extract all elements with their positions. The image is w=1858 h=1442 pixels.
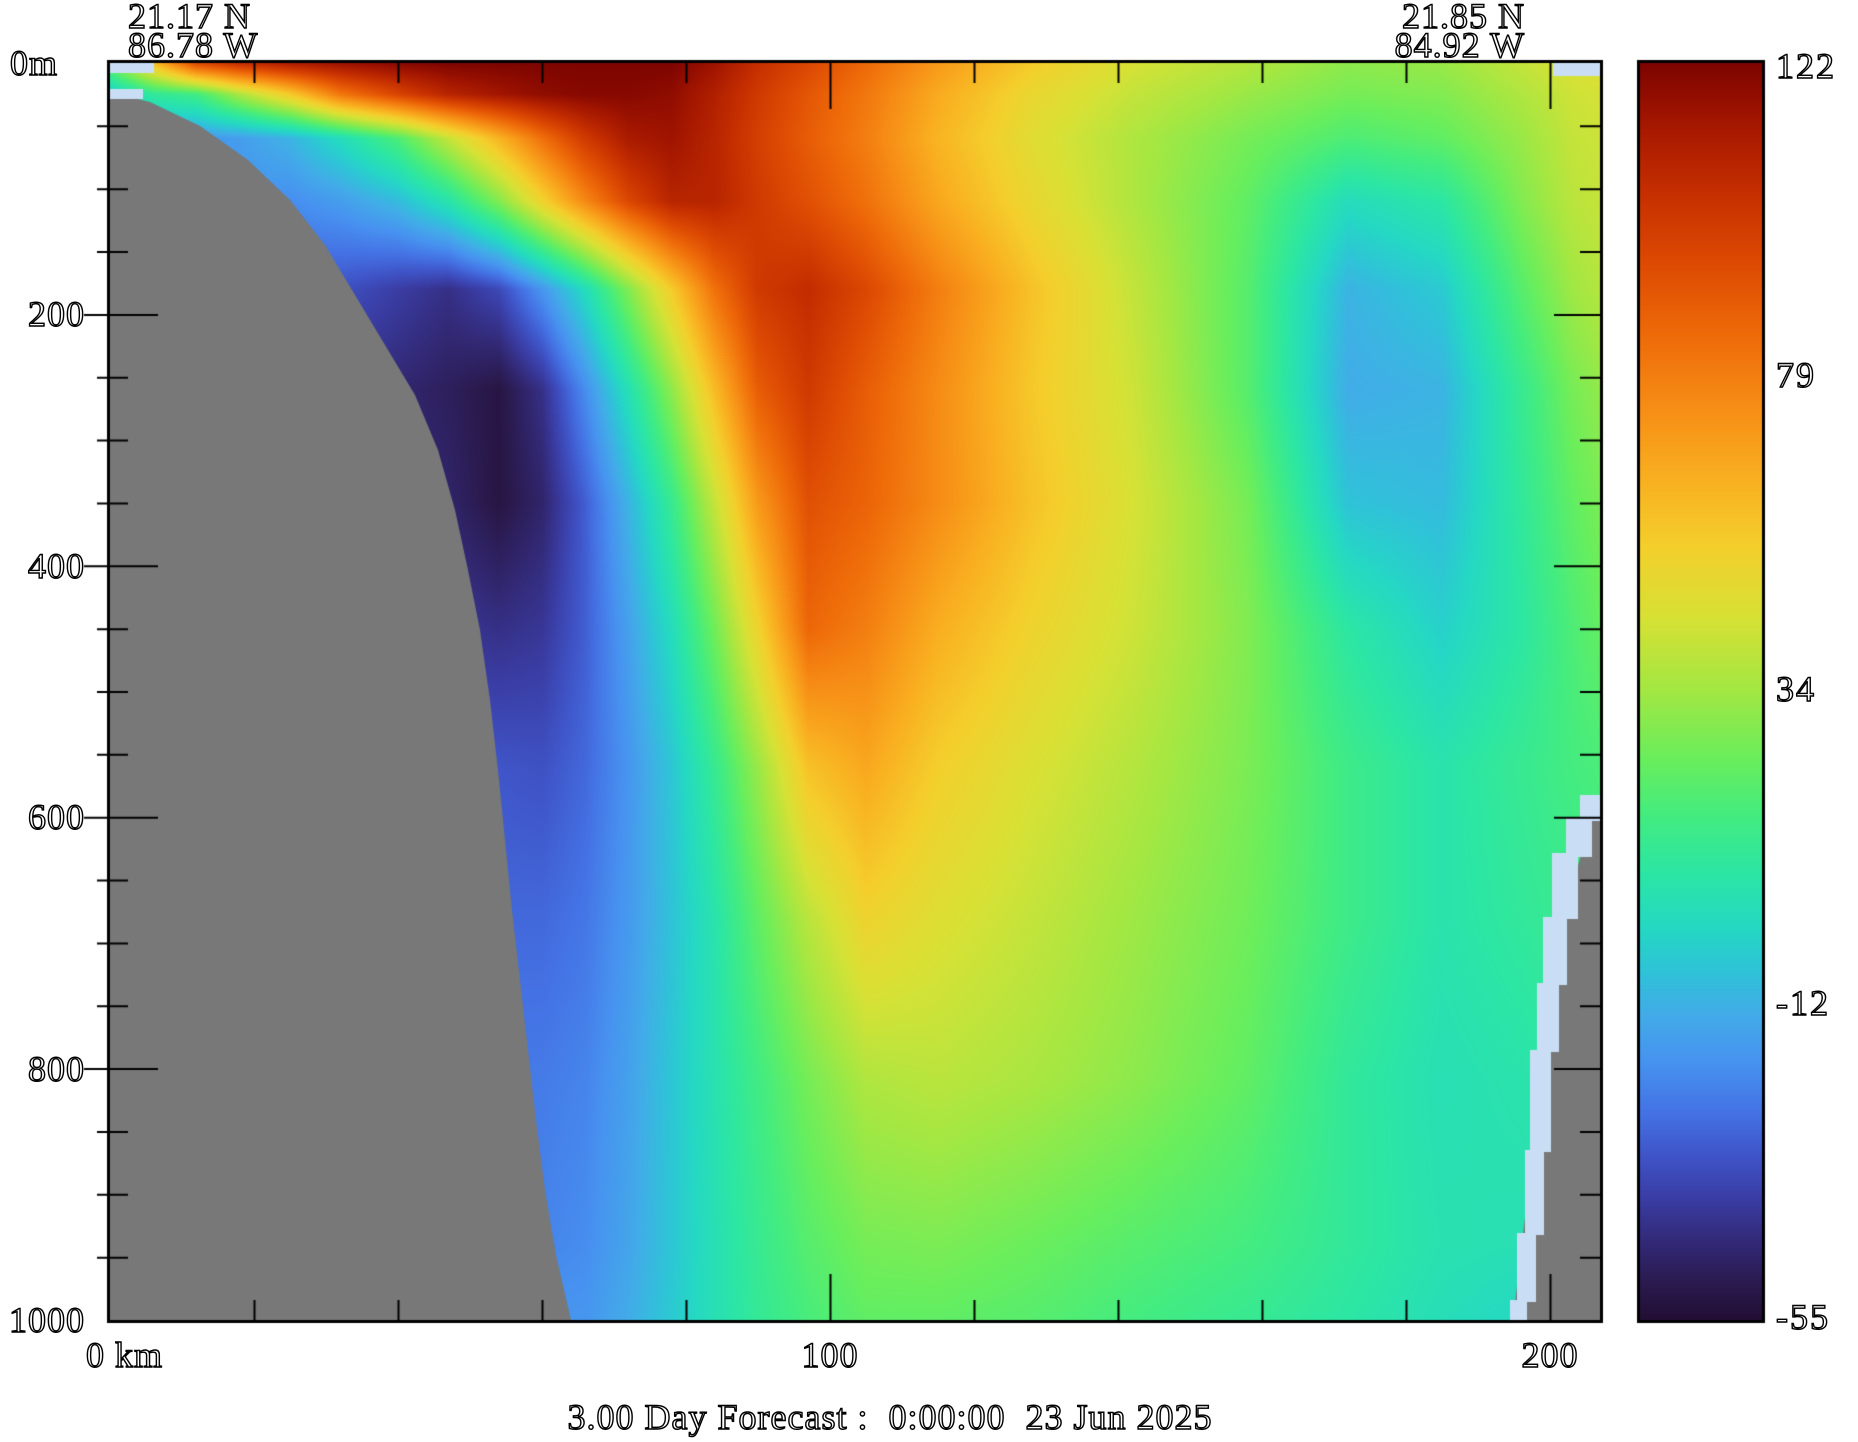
colorbar-label-122: 122 (1775, 45, 1836, 86)
depth-label-1000: 1000 (8, 1299, 85, 1340)
depth-label-400: 400 (27, 545, 85, 586)
coords-top-right-lon: 84.92 W (1394, 25, 1525, 65)
x-label-200: 200 (1521, 1334, 1579, 1375)
colorbar-label-neg12: -12 (1775, 982, 1830, 1023)
coords-top-left-lat: 21.17 N (127, 0, 251, 36)
x-label-0km: 0 km (85, 1334, 164, 1375)
colorbar-label-79: 79 (1775, 354, 1816, 395)
depth-label-0m: 0m (9, 42, 58, 83)
coords-top-right-lat: 21.85 N (1401, 0, 1525, 36)
depth-label-800: 800 (27, 1048, 85, 1089)
colorbar-label-34: 34 (1775, 668, 1816, 709)
forecast-caption: 3.00 Day Forecast : 0:00:00 23 Jun 2025 (567, 1396, 1213, 1437)
coords-top-right: 21.85 N 84.92 W (1380, 0, 1525, 65)
coords-top-left: 21.17 N 86.78 W (127, 0, 259, 65)
x-label-100: 100 (801, 1334, 859, 1375)
coords-top-left-lon: 86.78 W (127, 25, 259, 65)
colorbar-label-neg55: -55 (1775, 1296, 1830, 1337)
depth-label-200: 200 (27, 293, 85, 334)
depth-label-600: 600 (27, 796, 85, 837)
